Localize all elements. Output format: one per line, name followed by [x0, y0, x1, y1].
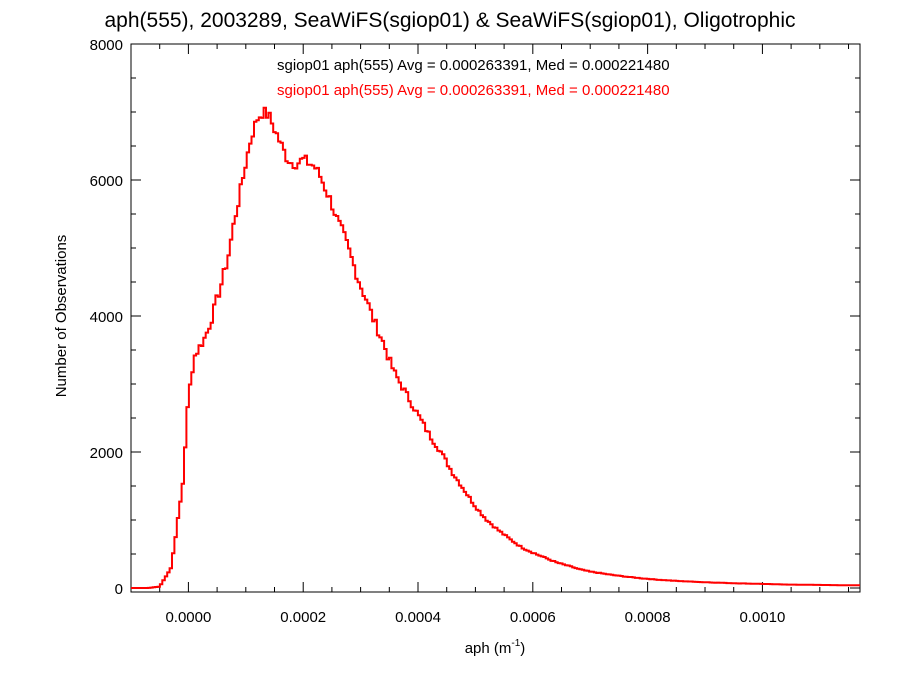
- y-tick-label: 4000: [90, 309, 123, 326]
- plot-frame: [130, 43, 861, 593]
- y-tick-label: 0: [115, 581, 123, 598]
- y-tick-label: 2000: [90, 445, 123, 462]
- y-axis-label: Number of Observations: [53, 235, 70, 398]
- y-tick-label: 6000: [90, 173, 123, 190]
- legend-entry-1: sgiop01 aph(555) Avg = 0.000263391, Med …: [277, 57, 670, 74]
- axis-ticks: [130, 43, 860, 592]
- x-axis-label-end: ): [520, 640, 525, 657]
- histogram-series-line: [131, 106, 860, 589]
- tick-labels: 0.0000 0.0002 0.0004 0.0006 0.0008 0.0010 0 200…: [90, 37, 786, 626]
- x-axis-label: aph (m-1): [465, 638, 526, 657]
- x-axis-label-base: aph (m: [465, 640, 512, 657]
- x-tick-label: 0.0002: [280, 609, 326, 626]
- chart-title: aph(555), 2003289, SeaWiFS(sgiop01) & Se…: [104, 9, 796, 32]
- x-tick-label: 0.0006: [510, 609, 556, 626]
- x-tick-label: 0.0000: [165, 609, 211, 626]
- x-tick-label: 0.0008: [625, 609, 671, 626]
- y-tick-label: 8000: [90, 37, 123, 54]
- x-tick-label: 0.0004: [395, 609, 441, 626]
- legend-entry-2: sgiop01 aph(555) Avg = 0.000263391, Med …: [277, 82, 670, 99]
- x-axis-label-sup: -1: [511, 638, 520, 649]
- x-tick-label: 0.0010: [739, 609, 785, 626]
